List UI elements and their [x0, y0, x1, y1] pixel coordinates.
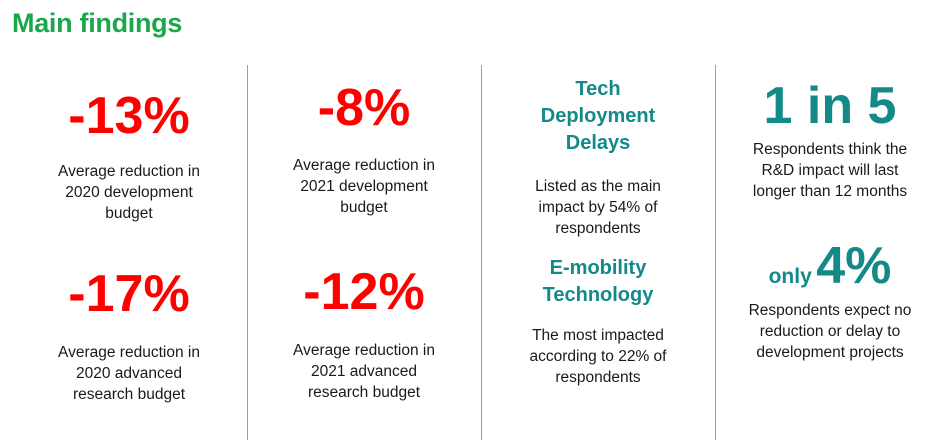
heading-line: Technology	[542, 284, 654, 306]
tech-deployment-delays-desc: Listed as the main impact by 54% of resp…	[483, 176, 713, 239]
e-mobility-technology-desc: The most impacted according to 22% of re…	[483, 325, 713, 388]
page-title: Main findings	[12, 8, 183, 38]
one-in-five-value: 1 in 5	[763, 77, 897, 135]
desc-line: 2020 advanced	[75, 365, 182, 382]
desc-line: Average reduction in	[293, 157, 435, 174]
desc-line: respondents	[555, 220, 641, 237]
desc-line: Respondents think the	[752, 141, 908, 158]
heading-line: Deployment	[540, 105, 656, 127]
desc-line: impact by 54% of	[538, 199, 658, 216]
column-divider-1	[247, 65, 248, 440]
desc-line: research budget	[72, 386, 186, 403]
one-in-five-desc: Respondents think the R&D impact will la…	[717, 139, 943, 202]
desc-line: Respondents expect no	[748, 302, 912, 319]
tech-deployment-delays-heading: Tech Deployment Delays	[483, 76, 713, 157]
stat-2021-development-value: -8%	[317, 79, 411, 137]
desc-line: development projects	[756, 344, 904, 361]
desc-line: R&D impact will last	[761, 162, 899, 179]
e-mobility-technology-heading: E-mobility Technology	[483, 255, 713, 309]
desc-line: 2021 advanced	[310, 363, 417, 380]
stat-2020-development-desc: Average reduction in 2020 development bu…	[14, 161, 244, 224]
stat-2021-research-desc: Average reduction in 2021 advanced resea…	[249, 340, 479, 403]
desc-line: Average reduction in	[293, 342, 435, 359]
desc-line: 2021 development	[300, 178, 428, 195]
column-divider-3	[715, 65, 716, 440]
column-divider-2	[481, 65, 482, 440]
desc-line: budget	[105, 205, 153, 222]
desc-line: reduction or delay to	[759, 323, 901, 340]
stat-2020-development-value: -13%	[68, 87, 190, 145]
desc-line: The most impacted	[532, 327, 664, 344]
desc-line: longer than 12 months	[752, 183, 908, 200]
desc-line: according to 22% of	[529, 348, 667, 365]
desc-line: research budget	[307, 384, 421, 401]
heading-line: Delays	[565, 132, 631, 154]
desc-line: Average reduction in	[58, 163, 200, 180]
only-four-percent-stat: only 4%	[717, 238, 943, 307]
four-percent-value: 4%	[816, 237, 892, 295]
desc-line: respondents	[555, 369, 641, 386]
heading-line: Tech	[575, 78, 621, 100]
heading-line: E-mobility	[549, 257, 647, 279]
four-percent-desc: Respondents expect no reduction or delay…	[717, 300, 943, 363]
desc-line: Average reduction in	[58, 344, 200, 361]
only-prefix: only	[768, 265, 812, 288]
stat-2021-development-desc: Average reduction in 2021 development bu…	[249, 155, 479, 218]
desc-line: 2020 development	[65, 184, 193, 201]
desc-line: Listed as the main	[535, 178, 661, 195]
stat-2020-research-desc: Average reduction in 2020 advanced resea…	[14, 342, 244, 405]
stat-2020-research-value: -17%	[68, 265, 190, 323]
stat-2021-research-value: -12%	[303, 263, 425, 321]
desc-line: budget	[340, 199, 388, 216]
